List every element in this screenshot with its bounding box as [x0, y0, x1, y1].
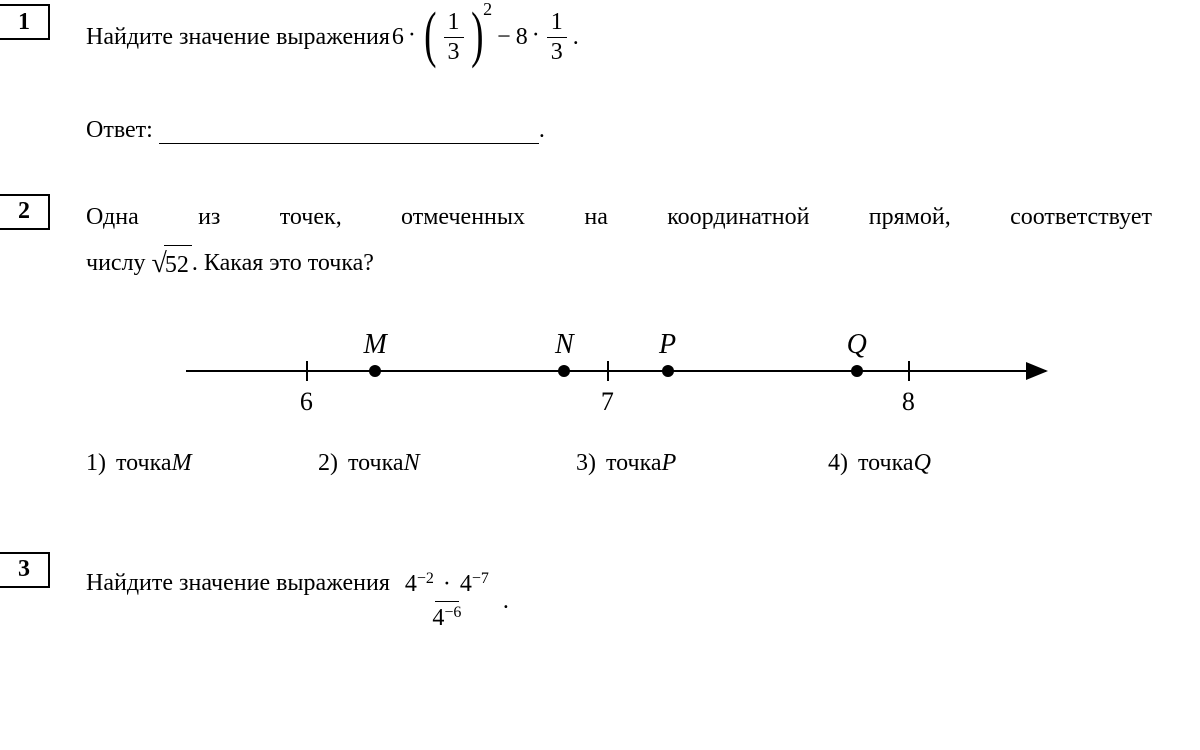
problem-number-box: 3 [0, 552, 50, 588]
axis-line [186, 370, 1046, 372]
fraction-1: 1 3 [444, 8, 464, 67]
problem-number: 2 [18, 198, 30, 225]
answer-blank[interactable] [159, 122, 539, 144]
option-number: 3) [576, 450, 596, 477]
sqrt-arg: 52 [164, 245, 192, 284]
option[interactable]: 1) точка M [86, 450, 192, 477]
coef-1: 6 [392, 23, 404, 52]
problem-number: 1 [18, 9, 30, 36]
line2-a: числу [86, 250, 152, 276]
expr-period-3: . [503, 587, 509, 616]
mult-dot: · [408, 21, 416, 50]
option-text: точка [116, 450, 172, 477]
frac3-den: 4 4−6 [435, 601, 459, 633]
option-letter: Q [914, 450, 931, 477]
option-number: 2) [318, 450, 338, 477]
tick [908, 361, 910, 381]
problem-number: 3 [18, 556, 30, 583]
point-marker [558, 365, 570, 377]
option-number: 1) [86, 450, 106, 477]
sqrt-expression: √52 [152, 240, 192, 285]
exp-3: −6 [444, 604, 461, 621]
coef-2: 8 [516, 23, 528, 52]
line2-b: . Какая это точка? [192, 250, 374, 276]
problem-content: Одна из точек, отмеченных на координатно… [86, 194, 1200, 482]
axis-arrowhead [1026, 362, 1048, 380]
frac1-den: 3 [444, 37, 464, 67]
problem-content: Найдите значение выражения 4−2 · 4−7 4 4… [86, 552, 1200, 615]
problem-content: Найдите значение выражения 6 · ( 1 3 ) 2… [86, 4, 1200, 144]
point-marker [851, 365, 863, 377]
problem-1: 1 Найдите значение выражения 6 · ( 1 3 )… [0, 0, 1200, 144]
expr-period: . [573, 23, 579, 52]
frac1-num: 1 [444, 8, 464, 37]
problem-number-box: 1 [0, 4, 50, 40]
option-text: точка [858, 450, 914, 477]
option-number: 4) [828, 450, 848, 477]
tick-label: 8 [902, 387, 915, 417]
answer-options: 1) точка M 2) точка N 3) точка P 4) точка Q [86, 450, 1152, 482]
tick [607, 361, 609, 381]
problem-2: 2 Одна из точек, отмеченных на координат… [0, 194, 1200, 482]
option[interactable]: 4) точка Q [828, 450, 931, 477]
frac2-num: 1 [547, 8, 567, 37]
option-letter: N [404, 450, 420, 477]
base-a: 4 [405, 571, 417, 597]
math-expression: 6 · ( 1 3 ) 2 − 8 · 1 3 . [392, 8, 579, 67]
problem-3: 3 Найдите значение выражения 4−2 · 4−7 4… [0, 552, 1200, 615]
option[interactable]: 3) точка P [576, 450, 676, 477]
prompt-text: Найдите значение выражения [86, 569, 390, 598]
radical-sign: √ [152, 242, 167, 287]
power: 2 [483, 0, 492, 20]
option-letter: P [662, 450, 677, 477]
answer-period: . [539, 117, 545, 144]
option-text: точка [348, 450, 404, 477]
fraction-3: 4−2 · 4−7 4 4−6 [399, 570, 495, 633]
option[interactable]: 2) точка N [318, 450, 420, 477]
point-label: N [555, 329, 574, 361]
point-label: Q [847, 329, 867, 361]
exp-1: −2 [417, 570, 434, 587]
mult-dot-3: · [443, 571, 451, 597]
left-paren: ( [424, 7, 436, 63]
fraction-2: 1 3 [547, 8, 567, 67]
expression-line: Найдите значение выражения 6 · ( 1 3 ) 2… [86, 8, 1160, 67]
number-line: 6 7 8 M N P Q [186, 315, 1046, 425]
point-label: P [659, 329, 676, 361]
tick-label: 6 [300, 387, 313, 417]
mult-dot-2: · [532, 21, 540, 50]
base-b: 4 [460, 571, 472, 597]
prompt-line-1: Одна из точек, отмеченных на координатно… [86, 198, 1152, 236]
point-marker [369, 365, 381, 377]
minus-sign: − [497, 23, 511, 52]
option-text: точка [606, 450, 662, 477]
problem-number-box: 2 [0, 194, 50, 230]
tick-label: 7 [601, 387, 614, 417]
base-c: 4 [432, 605, 444, 631]
exp-2: −7 [472, 570, 489, 587]
math-expression: 4−2 · 4−7 4 4−6 . [396, 552, 509, 615]
tick [306, 361, 308, 381]
answer-label: Ответ: [86, 117, 153, 144]
number-line-wrap: 6 7 8 M N P Q [86, 315, 1152, 425]
option-letter: M [172, 450, 192, 477]
prompt-line-2: числу √52. Какая это точка? [86, 240, 1152, 285]
point-marker [662, 365, 674, 377]
point-label: M [364, 329, 387, 361]
expression-line: Найдите значение выражения 4−2 · 4−7 4 4… [86, 552, 1160, 615]
right-paren: ) [471, 7, 483, 63]
prompt-text: Найдите значение выражения [86, 23, 390, 52]
frac2-den: 3 [547, 37, 567, 67]
answer-row: Ответ: . [86, 117, 1160, 144]
frac3-num: 4−2 · 4−7 [399, 570, 495, 601]
paren-fraction: ( 1 3 ) 2 [420, 8, 492, 67]
